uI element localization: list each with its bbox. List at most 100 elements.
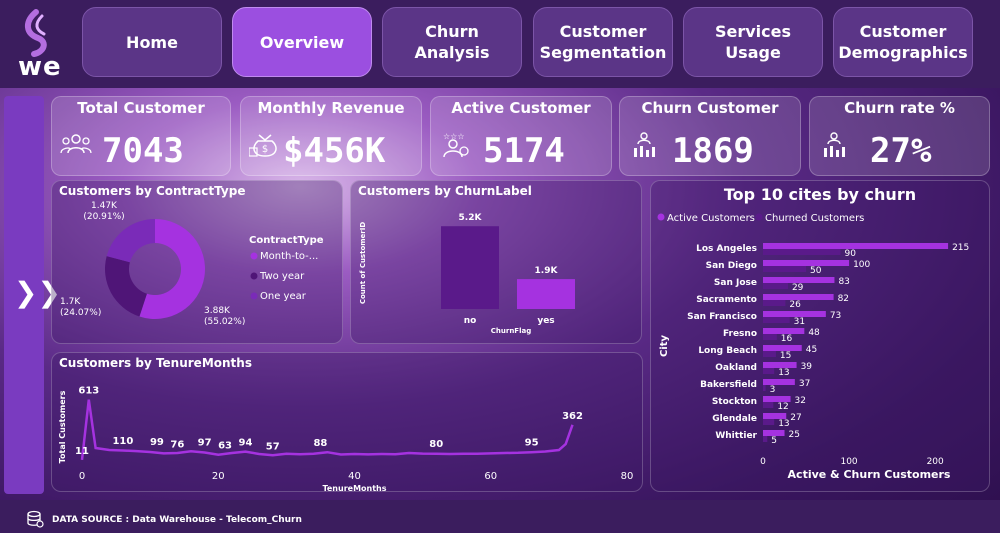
churn-label-bar-chart[interactable]: 5.2K no 1.9K yes ChurnFlag Count of CustomerI… [351,181,643,345]
city-label: Stockton [712,397,757,407]
kpi-value: $456K [283,131,386,171]
legend-item: Active Customers [667,213,755,224]
churn-bar [763,436,768,442]
nav-churn-analysis-button[interactable]: Churn Analysis [382,7,522,77]
churn-bar [763,266,807,272]
kpi-title: Total Customer [77,99,205,117]
legend-item: Month-to-... [260,251,318,262]
slice-value-label: 1.7K [60,297,81,307]
bar-value-label: 1.9K [535,266,559,276]
data-point-label: 88 [313,438,327,449]
x-tick-label: 40 [348,471,361,482]
kpi-value: 7043 [102,131,184,171]
active-value-label: 39 [801,362,813,372]
active-bar [763,311,826,317]
slice-value-label: 1.47K [91,201,118,211]
legend-item: Two year [259,271,305,282]
x-axis-label: ChurnFlag [491,327,531,335]
kpi-value: 5174 [483,131,565,171]
kpi-value: 1869 [672,131,754,171]
x-tick-label: 100 [840,457,857,467]
panel-title: Customers by ChurnLabel [358,184,532,198]
churn-bar [763,283,788,289]
city-label: Whittier [715,431,757,441]
active-value-label: 100 [853,260,870,270]
data-point-label: 57 [266,441,280,452]
city-label: Oakland [715,363,757,373]
top-cities-bar-chart[interactable]: Active Customers Churned Customers Los Ang… [651,181,991,493]
slice-pct-label: (24.07%) [60,308,101,318]
nav-customer-segmentation-button[interactable]: Customer Segmentation [533,7,673,77]
nav-home-button[interactable]: Home [82,7,222,77]
panel-title: Customers by ContractType [59,184,246,198]
city-label: San Diego [706,261,757,271]
active-value-label: 37 [799,379,810,389]
churn-bar [763,334,777,340]
city-label: San Francisco [687,312,757,322]
churn-bar [763,300,786,306]
legend-marker [250,272,258,280]
donut-slice [139,219,206,319]
nav-services-usage-button[interactable]: Services Usage [683,7,823,77]
contract-type-donut-chart[interactable]: 3.88K(55.02%) 1.7K(24.07%) 1.47K(20.91%) Co… [52,181,344,345]
churn-value-label: 13 [778,368,789,378]
tenure-months-line-chart[interactable]: 11 613 110 99 76 97 63 94 57 88 80 95 362 0 20 40 60 80 Te… [52,353,644,493]
active-value-label: 45 [806,345,817,355]
user-rating-icon: ☆☆☆ [443,132,469,157]
churn-value-label: 90 [844,249,856,259]
panel-title: Top 10 cites by churn [723,185,917,204]
kpi-churn-rate: Churn rate % 27% [809,96,990,176]
slice-pct-label: (55.02%) [204,317,245,327]
tenure-series-line [80,399,574,461]
slice-pct-label: (20.91%) [83,212,124,222]
active-value-label: 48 [808,328,820,338]
double-chevron-right-icon[interactable]: ❯❯ [14,276,61,309]
churn-value-label: 26 [789,300,801,310]
active-bar [763,413,787,419]
active-bar [763,430,785,436]
data-point-label: 76 [170,439,184,450]
churn-bar [763,351,776,357]
kpi-title: Churn Customer [641,99,779,117]
y-axis-label: Total Customers [58,390,67,463]
active-bar [763,362,797,368]
data-point-label: 63 [218,441,232,452]
data-point-label: 94 [239,438,253,449]
kpi-title: Active Customer [451,99,591,117]
legend-title: ContractType [249,235,324,246]
active-value-label: 82 [838,294,849,304]
x-axis-label: TenureMonths [322,484,386,493]
data-point-label: 95 [525,438,539,449]
x-tick-label: yes [537,316,554,326]
churn-value-label: 13 [778,419,789,429]
bar-value-label: 5.2K [459,213,483,223]
active-bar [763,294,834,300]
x-tick-label: 80 [621,471,634,482]
contract-type-panel: Customers by ContractType 3.88K (55.02%) 1… [51,180,343,344]
churn-bar [763,317,790,323]
brand-logo-text: we [18,52,62,82]
nav-customer-demographics-button[interactable]: Customer Demographics [833,7,973,77]
user-chart-icon [634,132,655,157]
active-bar [763,243,949,249]
x-tick-label: 0 [79,471,85,482]
legend-marker [755,213,763,221]
data-point-label: 80 [429,439,443,450]
money-bag-icon: $ [249,134,277,157]
slice-value-label: 3.88K [204,306,231,316]
city-label: Glendale [712,414,757,424]
sidebar-expand-panel[interactable]: ❯❯ [4,96,61,494]
kpi-active-customer: Active Customer ☆☆☆ 5174 [430,96,612,176]
active-bar [763,396,791,402]
kpi-churn-customer: Churn Customer 1869 [619,96,801,176]
city-label: Sacramento [696,295,757,305]
city-label: San Jose [714,278,757,288]
data-point-label: 99 [150,437,164,448]
nav-overview-button[interactable]: Overview [232,7,372,77]
x-tick-label: 60 [484,471,497,482]
churn-value-label: 15 [780,351,791,361]
kpi-title: Churn rate % [844,99,955,117]
bar [441,226,499,309]
kpi-title: Monthly Revenue [257,99,405,117]
data-point-label: 97 [198,437,212,448]
